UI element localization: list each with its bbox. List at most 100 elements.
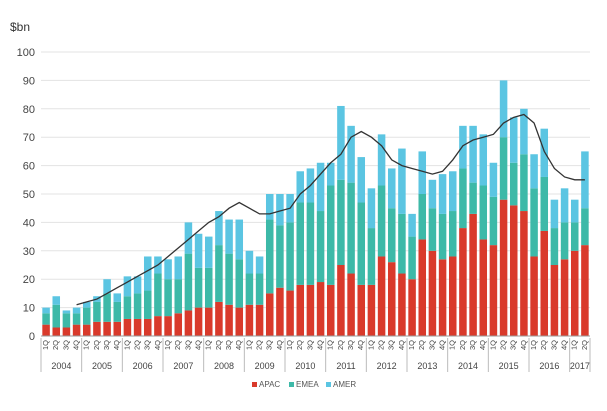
bar-emea: [408, 236, 416, 280]
bar-emea: [367, 228, 376, 285]
bar-emea: [52, 304, 61, 328]
x-tick-label: 4Q: [194, 340, 203, 350]
bar-apac: [174, 313, 183, 336]
bar-apac: [103, 321, 111, 336]
x-tick-label: 1Q: [163, 340, 172, 350]
x-tick-label: 4Q: [316, 340, 325, 350]
bar-amer: [337, 105, 345, 180]
legend-swatch-apac: [252, 382, 257, 387]
bar-apac: [398, 273, 406, 336]
bar-amer: [62, 310, 71, 314]
bar-apac: [499, 199, 508, 336]
year-label: 2009: [255, 361, 275, 371]
bar-apac: [520, 211, 528, 336]
bar-apac: [204, 307, 213, 336]
bar-amer: [296, 171, 305, 203]
year-label: 2008: [214, 361, 234, 371]
year-label: 2012: [377, 361, 397, 371]
x-tick-label: 1Q: [244, 340, 253, 350]
bar-apac: [387, 262, 396, 336]
year-label: 2006: [133, 361, 153, 371]
x-tick-label: 4Q: [112, 340, 121, 350]
y-tick-label: 40: [23, 217, 35, 229]
x-tick-label: 1Q: [285, 340, 294, 350]
bar-emea: [418, 194, 427, 240]
bar-apac: [550, 265, 559, 336]
bar-apac: [306, 284, 315, 336]
bar-apac: [489, 245, 498, 336]
x-tick-label: 4Q: [275, 340, 284, 350]
x-tick-label: 2Q: [377, 340, 386, 350]
bar-apac: [540, 230, 549, 336]
x-tick-label: 1Q: [448, 340, 457, 350]
x-tick-label: 2Q: [92, 340, 101, 350]
bar-emea: [62, 313, 71, 328]
x-tick-label: 2Q: [133, 340, 142, 350]
bar-amer: [540, 128, 549, 177]
x-tick-label: 4Q: [397, 340, 406, 350]
bar-apac: [276, 287, 284, 336]
bar-emea: [398, 213, 406, 274]
bar-apac: [337, 265, 345, 336]
bar-apac: [184, 310, 193, 336]
bar-apac: [367, 284, 376, 336]
x-tick-label: 2Q: [580, 340, 589, 350]
x-tick-label: 3Q: [346, 340, 355, 350]
x-tick-label: 2Q: [255, 340, 264, 350]
bar-apac: [164, 316, 172, 336]
x-tick-label: 4Q: [519, 340, 528, 350]
bar-amer: [133, 276, 142, 294]
bar-amer: [113, 293, 122, 302]
bar-emea: [215, 245, 223, 302]
x-tick-label: 2Q: [499, 340, 508, 350]
gridlines: [41, 51, 590, 337]
bar-amer: [82, 301, 91, 308]
legend-label: AMER: [333, 380, 356, 389]
bar-apac: [377, 256, 386, 336]
bar-amer: [398, 148, 406, 214]
year-label: 2005: [92, 361, 112, 371]
bar-amer: [469, 125, 477, 183]
bar-emea: [530, 188, 538, 257]
bar-emea: [560, 222, 569, 260]
bar-amer: [367, 188, 376, 229]
bar-apac: [225, 304, 233, 336]
bar-emea: [550, 228, 559, 265]
x-tick-label: 1Q: [407, 340, 416, 350]
bar-amer: [123, 276, 132, 297]
bar-emea: [235, 259, 244, 308]
bar-amer: [347, 125, 355, 183]
year-label: 2011: [336, 361, 355, 371]
bar-apac: [408, 279, 416, 336]
bar-amer: [215, 211, 223, 246]
bar-amer: [326, 162, 335, 186]
bar-apac: [357, 284, 366, 336]
x-tick-label: 1Q: [82, 340, 91, 350]
year-label: 2017: [570, 361, 590, 371]
x-tick-label: 2Q: [214, 340, 223, 350]
bar-emea: [154, 273, 162, 317]
bar-apac: [347, 273, 355, 336]
bar-apac: [52, 327, 61, 336]
year-label: 2004: [51, 361, 71, 371]
bar-amer: [570, 199, 579, 223]
bar-apac: [133, 318, 142, 336]
x-tick-label: 2Q: [539, 340, 548, 350]
bar-apac: [123, 318, 132, 336]
bar-apac: [93, 321, 101, 336]
bar-apac: [72, 324, 81, 336]
bar-apac: [316, 282, 325, 336]
bar-amer: [225, 219, 233, 254]
bar-amer: [357, 157, 366, 203]
year-label: 2016: [539, 361, 559, 371]
bar-emea: [438, 213, 447, 260]
y-tick-label: 10: [23, 303, 35, 315]
year-label: 2013: [417, 361, 437, 371]
bar-emea: [93, 301, 101, 322]
bar-amer: [316, 162, 325, 212]
bar-apac: [296, 284, 305, 336]
bar-amer: [560, 188, 569, 223]
bar-apac: [459, 228, 467, 336]
legend-label: APAC: [259, 380, 280, 389]
year-label: 2010: [295, 361, 315, 371]
